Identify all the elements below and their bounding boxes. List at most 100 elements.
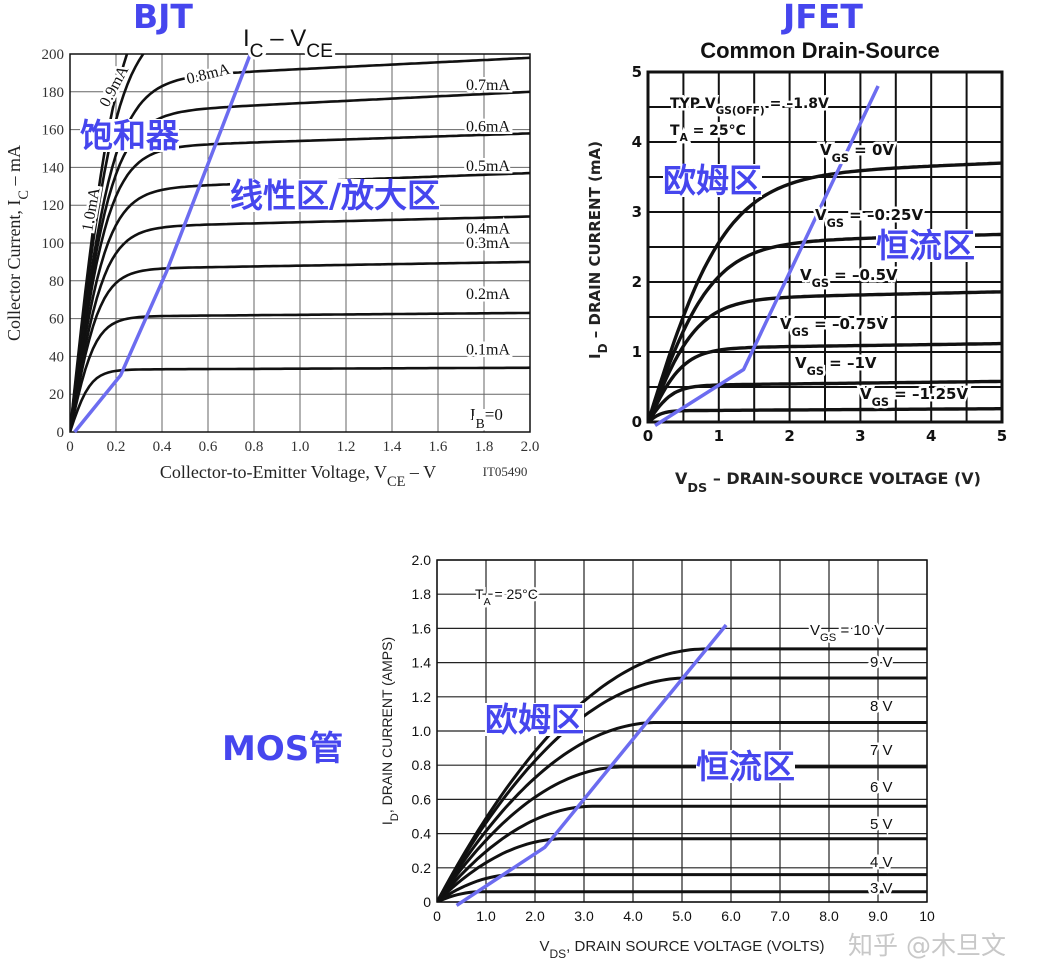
- x-tick-label: 4.0: [623, 908, 643, 924]
- jfet-title: JFET: [783, 0, 863, 36]
- x-tick-label: 3.0: [574, 908, 594, 924]
- plot-frame: [436, 559, 928, 903]
- series-curve: [70, 56, 530, 432]
- x-tick-label: 0: [433, 908, 441, 924]
- series-curve: [437, 804, 927, 902]
- region-boundary-line: [73, 43, 256, 434]
- y-tick-label: 180: [42, 85, 65, 101]
- series-curve: [437, 873, 927, 902]
- jfet-ohmic-region-label: 欧姆区: [663, 161, 762, 200]
- y-axis-label: ID, DRAIN CURRENT (AMPS): [379, 637, 401, 825]
- y-tick-label: 2: [632, 273, 642, 291]
- series-label: 0.5mA: [466, 158, 510, 175]
- y-tick-label: 1.2: [412, 689, 432, 705]
- figure-code: IT05490: [483, 464, 528, 479]
- series-label: 0.3mA: [466, 235, 510, 252]
- chart-note: TA = 25°C: [670, 123, 746, 144]
- series-label: 9 V: [870, 654, 893, 671]
- series-curve: [70, 132, 530, 432]
- bjt-chart: 0 0.2 0.4 0.6 0.8 1.0 1.2 1.4 1.6 1.8 2.0 0 20 40 60 80…: [4, 22, 540, 490]
- y-tick-label: 120: [42, 198, 65, 214]
- y-axis-label: ID – DRAIN CURRENT (mA): [586, 141, 610, 359]
- chart-title: Common Drain-Source: [700, 38, 940, 63]
- watermark: 知乎 @木旦文: [848, 931, 1006, 960]
- y-tick-label: 5: [632, 63, 642, 81]
- x-tick-label: 1.4: [383, 439, 402, 455]
- x-tick-label: 0.2: [107, 439, 126, 455]
- x-axis-label: Collector-to-Emitter Voltage, VCE – V: [160, 462, 436, 490]
- x-tick-label: 0: [66, 439, 74, 455]
- plot-frame: [646, 70, 1004, 424]
- series-label: VGS = 0V: [820, 141, 894, 165]
- series-label: VGS = 10 V: [810, 622, 884, 644]
- y-tick-label: 0.8: [412, 757, 432, 773]
- series-label: 0.2mA: [466, 286, 510, 303]
- x-tick-label: 0.4: [153, 439, 172, 455]
- y-tick-label: 0: [423, 894, 431, 910]
- bjt-saturation-region-label: 饱和器: [80, 116, 179, 155]
- series-label: 5 V: [870, 816, 893, 833]
- series-curve: [70, 366, 530, 432]
- x-tick-label: 10: [919, 908, 935, 924]
- x-tick-label: 6.0: [721, 908, 741, 924]
- series-curve: [648, 407, 1002, 422]
- x-tick-label: 1: [714, 427, 724, 445]
- y-tick-label: 140: [42, 160, 65, 176]
- y-tick-label: 1.6: [412, 620, 432, 636]
- series-label: 6 V: [870, 779, 893, 796]
- series-label: VGS = –0.5V: [800, 266, 898, 290]
- region-boundary-line: [654, 85, 880, 427]
- x-tick-label: 0.6: [199, 439, 218, 455]
- jfet-chart: 0 1 2 3 4 5 0 1 2 3 4 5 VGS = 0V VGS = –0.25V VGS = –0…: [586, 35, 1007, 496]
- chart-note: TYP VGS(OFF) = –1.8V: [670, 96, 829, 117]
- x-tick-label: 2.0: [521, 439, 540, 455]
- series-curve: [437, 647, 927, 902]
- x-tick-label: 1.0: [476, 908, 496, 924]
- x-tick-label: 5.0: [672, 908, 692, 924]
- series-label: 8 V: [870, 698, 893, 715]
- x-tick-label: 3: [855, 427, 865, 445]
- x-tick-label: 0.8: [245, 439, 264, 455]
- series-label: 3 V: [870, 880, 893, 897]
- y-tick-label: 160: [42, 123, 65, 139]
- series-curve: [648, 341, 1002, 422]
- x-axis-label: VDS – DRAIN-SOURCE VOLTAGE (V): [675, 469, 981, 496]
- x-tick-label: 7.0: [770, 908, 790, 924]
- mos-ohmic-region-label: 欧姆区: [485, 700, 584, 739]
- series-curve: [648, 161, 1002, 422]
- series-label: 0.6mA: [466, 118, 510, 135]
- chart-note: TA = 25°C: [475, 586, 538, 608]
- y-tick-label: 80: [49, 274, 64, 290]
- x-tick-label: 9.0: [868, 908, 888, 924]
- y-tick-label: 40: [49, 349, 64, 365]
- y-tick-label: 3: [632, 203, 642, 221]
- x-tick-label: 2.0: [525, 908, 545, 924]
- series-label: VGS = –1V: [795, 354, 877, 378]
- series-label: VGS = –0.75V: [780, 315, 888, 339]
- x-axis-label: VDS, DRAIN SOURCE VOLTAGE (VOLTS): [539, 938, 824, 961]
- chart-title: IC – VCE: [243, 25, 333, 62]
- series-curve: [437, 890, 927, 902]
- bjt-linear-region-label: 线性区/放大区: [230, 176, 441, 215]
- series-curve: [437, 837, 927, 902]
- y-tick-label: 60: [49, 312, 64, 328]
- mos-title: MOS管: [222, 729, 344, 769]
- y-tick-label: 1.8: [412, 586, 432, 602]
- region-boundary-line: [455, 623, 728, 907]
- series-curve: [437, 765, 927, 902]
- series-curve: [70, 260, 530, 432]
- x-tick-label: 4: [926, 427, 936, 445]
- mos-chart: 0 1.0 2.0 3.0 4.0 5.0 6.0 7.0 8.0 9.0 10 0 0.2 0.4 0.6…: [379, 552, 935, 961]
- y-tick-label: 4: [632, 133, 642, 151]
- y-tick-label: 0.6: [412, 791, 432, 807]
- y-tick-label: 0: [57, 425, 65, 441]
- y-tick-label: 1.4: [412, 655, 432, 671]
- y-tick-label: 1: [632, 343, 642, 361]
- series-label: 0.1mA: [466, 342, 510, 359]
- y-tick-label: 0: [632, 413, 642, 431]
- ib-zero-label: IB=0: [470, 405, 503, 431]
- x-tick-label: 1.6: [429, 439, 448, 455]
- x-tick-label: 8.0: [819, 908, 839, 924]
- series-label: 0.7mA: [466, 77, 510, 94]
